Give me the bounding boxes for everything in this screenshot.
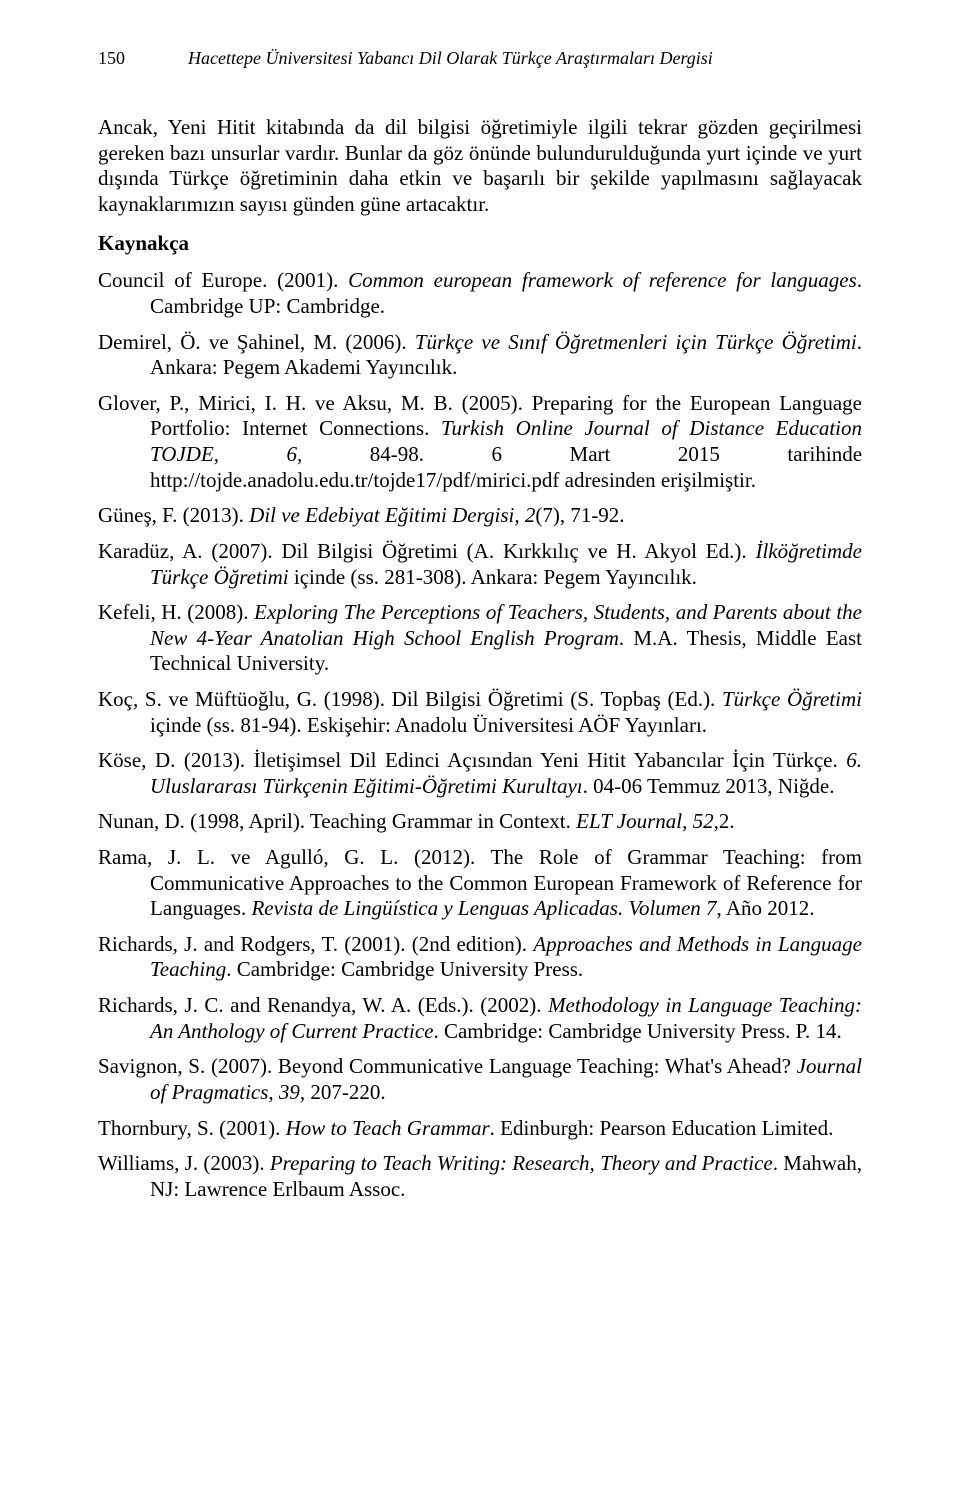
ref-italic: Dil ve Edebiyat Eğitimi Dergisi, 2	[249, 503, 535, 527]
ref-text: . 04-06 Temmuz 2013, Niğde.	[583, 774, 835, 798]
reference-item: Güneş, F. (2013). Dil ve Edebiyat Eğitim…	[98, 503, 862, 529]
ref-text: Savignon, S. (2007). Beyond Communicativ…	[98, 1054, 797, 1078]
reference-item: Karadüz, A. (2007). Dil Bilgisi Öğretimi…	[98, 539, 862, 590]
ref-text: Nunan, D. (1998, April). Teaching Gramma…	[98, 809, 576, 833]
reference-item: Rama, J. L. ve Agulló, G. L. (2012). The…	[98, 845, 862, 922]
ref-text: Kefeli, H. (2008).	[98, 600, 254, 624]
reference-item: Council of Europe. (2001). Common europe…	[98, 268, 862, 319]
ref-text: Karadüz, A. (2007). Dil Bilgisi Öğretimi…	[98, 539, 755, 563]
page: 150 Hacettepe Üniversitesi Yabancı Dil O…	[0, 0, 960, 1272]
ref-text: 2.	[719, 809, 735, 833]
ref-italic: Türkçe Öğretimi	[722, 687, 862, 711]
ref-text: içinde (ss. 81-94). Eskişehir: Anadolu Ü…	[150, 713, 707, 737]
page-number: 150	[98, 48, 188, 69]
ref-text: Council of Europe. (2001).	[98, 268, 348, 292]
journal-title: Hacettepe Üniversitesi Yabancı Dil Olara…	[188, 48, 862, 69]
ref-text: . Cambridge: Cambridge University Press.…	[433, 1019, 841, 1043]
ref-text: . Cambridge: Cambridge University Press.	[226, 957, 583, 981]
ref-text: içinde (ss. 281-308). Ankara: Pegem Yayı…	[294, 565, 697, 589]
reference-item: Köse, D. (2013). İletişimsel Dil Edinci …	[98, 748, 862, 799]
ref-italic: ELT Journal, 52,	[576, 809, 719, 833]
reference-item: Glover, P., Mirici, I. H. ve Aksu, M. B.…	[98, 391, 862, 493]
ref-text: Güneş, F. (2013).	[98, 503, 249, 527]
reference-item: Thornbury, S. (2001). How to Teach Gramm…	[98, 1116, 862, 1142]
ref-text: Koç, S. ve Müftüoğlu, G. (1998). Dil Bil…	[98, 687, 722, 711]
ref-text: Köse, D. (2013). İletişimsel Dil Edinci …	[98, 748, 846, 772]
reference-item: Richards, J. and Rodgers, T. (2001). (2n…	[98, 932, 862, 983]
ref-italic: Türkçe ve Sınıf Öğretmenleri için Türkçe…	[415, 330, 857, 354]
ref-text: Williams, J. (2003).	[98, 1151, 270, 1175]
ref-text: ,	[268, 1080, 279, 1104]
ref-text: , 207-220.	[300, 1080, 386, 1104]
reference-item: Nunan, D. (1998, April). Teaching Gramma…	[98, 809, 862, 835]
ref-text: Richards, J. C. and Renandya, W. A. (Eds…	[98, 993, 548, 1017]
kaynakca-heading: Kaynakça	[98, 231, 862, 256]
reference-item: Kefeli, H. (2008). Exploring The Percept…	[98, 600, 862, 677]
ref-text: Thornbury, S. (2001).	[98, 1116, 286, 1140]
reference-item: Richards, J. C. and Renandya, W. A. (Eds…	[98, 993, 862, 1044]
running-header: 150 Hacettepe Üniversitesi Yabancı Dil O…	[98, 48, 862, 69]
reference-item: Williams, J. (2003). Preparing to Teach …	[98, 1151, 862, 1202]
ref-text: Demirel, Ö. ve Şahinel, M. (2006).	[98, 330, 415, 354]
reference-item: Savignon, S. (2007). Beyond Communicativ…	[98, 1054, 862, 1105]
ref-text: (7), 71-92.	[535, 503, 624, 527]
ref-text: Richards, J. and Rodgers, T. (2001). (2n…	[98, 932, 533, 956]
ref-italic: Revista de Lingüística y Lenguas Aplicad…	[251, 896, 716, 920]
reference-item: Koç, S. ve Müftüoğlu, G. (1998). Dil Bil…	[98, 687, 862, 738]
ref-italic: Preparing to Teach Writing: Research, Th…	[270, 1151, 773, 1175]
body-paragraph: Ancak, Yeni Hitit kitabında da dil bilgi…	[98, 115, 862, 217]
reference-item: Demirel, Ö. ve Şahinel, M. (2006). Türkç…	[98, 330, 862, 381]
ref-italic: How to Teach Grammar	[286, 1116, 490, 1140]
ref-text: . Edinburgh: Pearson Education Limited.	[490, 1116, 834, 1140]
ref-italic: 39	[279, 1080, 300, 1104]
ref-text: , Año 2012.	[717, 896, 815, 920]
ref-italic: Common european framework of reference f…	[348, 268, 857, 292]
